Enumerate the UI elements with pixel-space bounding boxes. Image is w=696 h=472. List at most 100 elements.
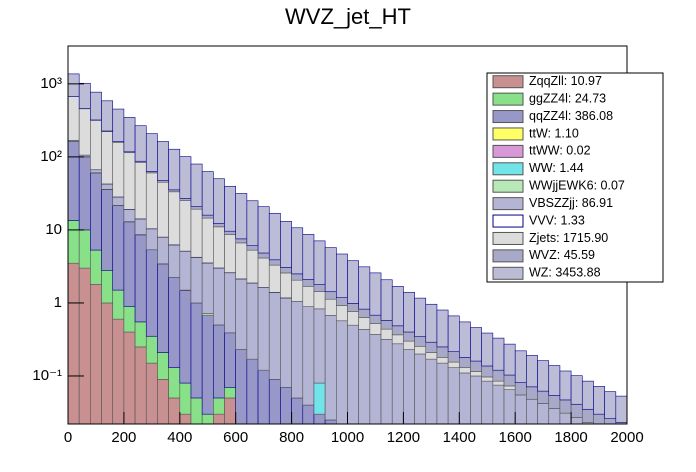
histogram-bar: [503, 343, 516, 376]
histogram-bar: [347, 311, 359, 326]
histogram-bar: [324, 298, 337, 316]
histogram-bar: [112, 318, 125, 425]
histogram-bar: [145, 228, 158, 251]
legend-label: Zjets: 1715.90: [529, 231, 608, 245]
x-tick-label: 1600: [499, 429, 532, 446]
histogram-bar: [470, 371, 482, 377]
histogram-bar: [257, 287, 270, 371]
histogram-bar: [336, 253, 348, 299]
legend-swatch: [492, 249, 524, 263]
histogram-bar: [235, 242, 248, 280]
histogram-bar: [268, 212, 281, 261]
histogram-bar: [403, 331, 415, 342]
histogram-bar: [224, 272, 237, 334]
histogram-bar: [302, 306, 315, 406]
histogram-bar: [224, 332, 237, 388]
histogram-bar: [358, 266, 371, 310]
legend-label: WZ: 3453.88: [529, 266, 601, 280]
histogram-bar: [168, 191, 181, 246]
histogram-bar: [302, 404, 315, 425]
histogram-bar: [369, 314, 382, 324]
legend-swatch: [492, 162, 524, 176]
histogram-bar: [78, 267, 91, 425]
histogram-bar: [470, 327, 482, 362]
histogram-bar: [380, 338, 393, 425]
histogram-bar: [458, 372, 471, 425]
histogram-bar: [90, 169, 102, 174]
histogram-bar: [90, 284, 102, 425]
histogram-bar: [391, 343, 404, 425]
histogram-bar: [581, 408, 594, 423]
legend-swatch: [492, 92, 524, 106]
histogram-bar: [101, 269, 114, 304]
x-tick-label: 400: [167, 429, 192, 446]
histogram-bar: [190, 163, 203, 207]
histogram-bar: [67, 262, 80, 425]
y-tick-label: 10²: [40, 148, 62, 165]
histogram-bar: [358, 308, 371, 318]
x-tick-label: 0: [64, 429, 72, 446]
histogram-bar: [246, 200, 259, 247]
histogram-bar: [246, 245, 259, 251]
histogram-bar: [548, 408, 561, 425]
histogram-bar: [526, 386, 538, 400]
histogram-bar: [90, 249, 102, 285]
histogram-bar: [403, 340, 415, 350]
legend-swatch: [492, 127, 524, 141]
histogram-bar: [168, 367, 181, 399]
histogram-bar: [123, 209, 136, 222]
histogram-bar: [123, 152, 136, 210]
histogram-bar: [224, 397, 237, 425]
histogram-bar: [90, 172, 102, 251]
histogram-bar: [414, 353, 427, 425]
histogram-bar: [458, 357, 471, 368]
legend-label: ttWW: 0.02: [529, 144, 591, 158]
histogram-bar: [213, 226, 225, 269]
histogram-bar: [157, 379, 169, 425]
histogram-bar: [101, 183, 114, 190]
histogram-bar: [213, 324, 225, 399]
histogram-bar: [313, 291, 326, 310]
histogram-bar: [190, 397, 203, 425]
legend-swatch: [492, 110, 524, 124]
histogram-bar: [526, 355, 538, 388]
histogram-bar: [302, 286, 315, 307]
histogram-bar: [380, 328, 393, 340]
histogram-bar: [302, 279, 315, 287]
histogram-bar: [168, 397, 181, 425]
histogram-bar: [436, 357, 449, 364]
histogram-bar: [145, 249, 158, 337]
histogram-bar: [492, 337, 505, 371]
histogram-bar: [78, 82, 91, 109]
histogram-bar: [336, 320, 348, 425]
histogram-bar: [280, 386, 292, 425]
histogram-bar: [67, 96, 80, 141]
histogram-bar: [570, 417, 583, 425]
histogram-bar: [447, 367, 460, 425]
histogram-bar: [157, 352, 169, 380]
histogram-bar: [391, 286, 404, 327]
histogram-bar: [101, 302, 114, 425]
histogram-bar: [324, 291, 337, 300]
histogram-bar: [78, 108, 91, 156]
histogram-bar: [112, 142, 125, 198]
histogram-bar: [481, 380, 494, 425]
histogram-bar: [78, 156, 91, 231]
histogram-bar: [190, 302, 203, 399]
histogram-bar: [123, 305, 136, 333]
histogram-bar: [90, 91, 102, 121]
histogram-bar: [336, 305, 348, 322]
histogram-bar: [492, 369, 505, 382]
histogram-bar: [235, 238, 248, 244]
histogram-bar: [157, 141, 169, 181]
histogram-bar: [179, 156, 192, 199]
histogram-bar: [492, 384, 505, 425]
histogram-bar: [134, 125, 147, 162]
histogram-bar: [145, 362, 158, 425]
histogram-bar: [190, 206, 203, 210]
histogram-bar: [190, 257, 203, 304]
histogram-bar: [570, 375, 583, 405]
histogram-bar: [280, 267, 292, 274]
histogram-bar: [145, 172, 158, 229]
x-tick-label: 1200: [387, 429, 420, 446]
